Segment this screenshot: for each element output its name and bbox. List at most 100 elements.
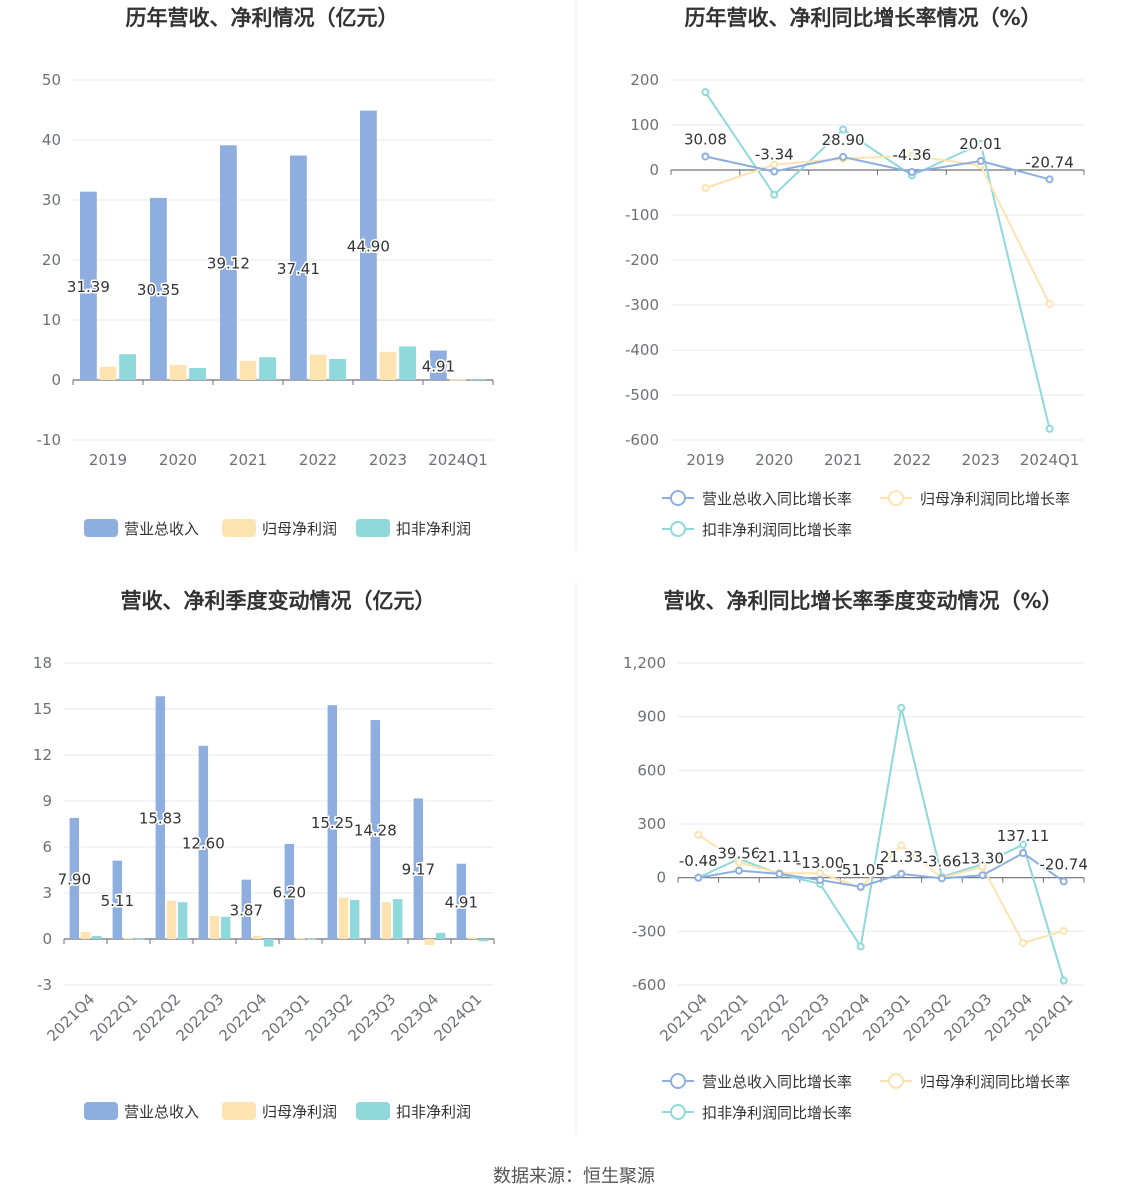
bar-revenue [198,745,209,939]
bar-revenue [370,720,381,939]
x-tick-label: 2023 [369,451,407,469]
data-label: 30.08 [684,130,727,148]
data-label: -0.48 [679,852,718,870]
data-label: 4.91 [422,357,455,375]
data-label: 28.90 [822,131,865,149]
bar-deducted-profit [263,939,274,947]
line-parent-profit [705,154,1051,305]
bar-revenue [220,145,237,380]
data-label: -13.00 [796,854,844,872]
legend-swatch-marker [670,521,686,537]
y-tick-label: 40 [42,131,61,149]
point-parent-profit [1059,926,1068,935]
line-revenue [698,851,1065,888]
legend-swatch-marker [888,490,904,506]
y-tick-label: 0 [656,869,666,887]
y-tick-label: -3 [37,976,52,994]
data-label: 37.41 [277,260,320,278]
point-deducted-profit [1059,976,1068,985]
bar-deducted-profit [91,935,102,939]
bar-revenue [430,350,447,380]
legend-label: 扣非净利润 [396,1103,471,1121]
data-source: 数据来源：恒生聚源 [493,1166,655,1187]
chart-title: 历年营收、净利同比增长率情况（%） [684,6,1041,30]
data-label: 15.25 [311,814,354,832]
legend-swatch-marker [888,1073,904,1089]
bar-deducted-profit [435,932,446,939]
data-label: 7.90 [58,870,91,888]
point-parent-profit [897,841,906,850]
x-tick-label: 2020 [159,451,197,469]
y-tick-label: 15 [33,700,52,718]
bar-parent-profit [295,938,306,940]
point-parent-profit [694,830,703,839]
y-tick-label: -600 [632,976,666,994]
data-label: 6.20 [273,883,306,901]
y-tick-label: -200 [625,251,659,269]
bar-deducted-profit [469,379,486,381]
point-deducted-profit [770,190,779,199]
y-tick-label: 0 [51,371,61,389]
bar-parent-profit [467,937,478,939]
legend-label: 营业总收入同比增长率 [702,1073,852,1091]
data-label: -51.05 [837,861,885,879]
bar-parent-profit [252,935,263,939]
bar-revenue [413,798,424,939]
point-revenue [937,874,946,883]
bar-deducted-profit [119,354,136,380]
line-deducted-profit [704,91,1051,429]
y-tick-label: 10 [42,311,61,329]
x-tick-label: 2021 [229,451,267,469]
chart-title: 营收、净利季度变动情况（亿元） [121,589,436,613]
legend-swatch [84,1102,118,1120]
legend-label: 扣非净利润同比增长率 [702,1104,852,1122]
point-deducted-profit [856,942,865,951]
y-tick-label: -300 [632,922,666,940]
x-tick-label: 2021 [824,451,862,469]
bar-deducted-profit [399,346,416,380]
bar-parent-profit [379,351,397,380]
y-tick-label: -500 [625,386,659,404]
x-tick-label: 2019 [89,451,127,469]
legend-label: 扣非净利润 [396,520,471,538]
y-tick-label: 30 [42,191,61,209]
point-revenue [1045,175,1054,184]
data-label: 137.11 [997,827,1050,845]
chart-annual-amount: 历年营收、净利情况（亿元） -10 0 10 20 30 40 50 2019 2020 2021 2… [37,6,494,538]
point-deducted-profit [839,125,848,134]
point-parent-profit [734,858,743,867]
legend-swatch-marker [670,1104,686,1120]
x-tick-label: 2022 [299,451,337,469]
bar-deducted-profit [329,359,346,380]
bar-parent-profit [424,939,435,946]
data-label: 5.11 [101,892,134,910]
x-tick-label: 2022 [893,451,931,469]
y-tick-label: 0 [42,930,52,948]
bar-revenue [150,197,167,380]
point-parent-profit [701,184,710,192]
data-label: 3.87 [230,901,263,919]
y-tick-label: 900 [637,708,666,726]
data-label: -20.74 [1040,855,1088,873]
point-revenue [1019,849,1028,858]
legend-label: 归母净利润 [262,520,337,538]
legend-label: 归母净利润同比增长率 [920,490,1070,508]
bar-deducted-profit [392,899,403,939]
legend-label: 扣非净利润同比增长率 [702,521,852,539]
bar-revenue [112,860,123,939]
legend-label: 营业总收入 [124,520,199,538]
point-parent-profit [1019,938,1028,947]
x-tick-label: 2023 [962,451,1000,469]
bar-revenue [456,863,467,939]
point-parent-profit [978,862,987,871]
x-tick-label: 2024Q1 [431,990,486,1045]
data-label: 44.90 [347,237,390,255]
line-revenue [705,155,1050,181]
x-tick-label: 2024Q1 [428,451,488,469]
bar-parent-profit [381,902,392,939]
point-revenue [770,167,779,176]
bar-parent-profit [449,379,467,381]
y-tick-label: 9 [42,792,52,810]
chart-title: 历年营收、净利情况（亿元） [126,6,399,30]
data-label: -4.36 [893,146,932,164]
